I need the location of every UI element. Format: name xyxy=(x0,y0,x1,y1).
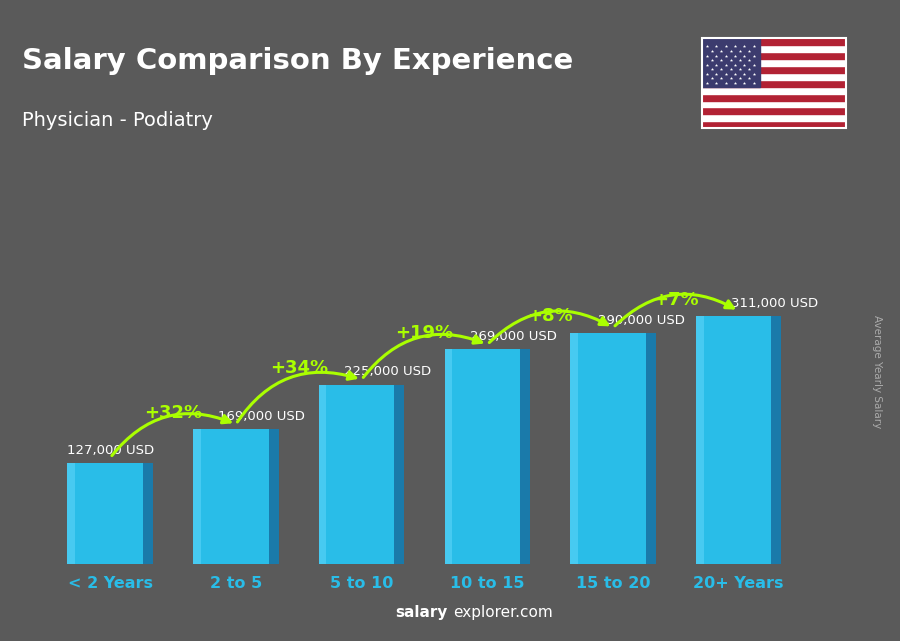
Bar xyxy=(702,114,846,121)
Text: 225,000 USD: 225,000 USD xyxy=(344,365,431,378)
Polygon shape xyxy=(771,316,781,564)
Text: 5 to 10: 5 to 10 xyxy=(330,576,393,592)
Bar xyxy=(702,38,846,46)
Bar xyxy=(445,349,452,564)
Bar xyxy=(571,333,645,564)
Bar xyxy=(702,94,846,101)
Bar xyxy=(702,101,846,108)
Bar xyxy=(702,121,846,128)
Text: 290,000 USD: 290,000 USD xyxy=(598,313,685,326)
Text: +19%: +19% xyxy=(395,324,454,342)
Bar xyxy=(702,80,846,87)
FancyArrowPatch shape xyxy=(490,311,608,342)
Text: +32%: +32% xyxy=(144,404,202,422)
Bar xyxy=(571,333,578,564)
Bar xyxy=(702,108,846,114)
Bar xyxy=(702,87,846,94)
Bar xyxy=(702,66,846,73)
Bar xyxy=(194,429,201,564)
FancyArrowPatch shape xyxy=(112,413,230,456)
Bar xyxy=(319,385,327,564)
Bar xyxy=(68,463,143,564)
Polygon shape xyxy=(268,429,279,564)
Text: 10 to 15: 10 to 15 xyxy=(450,576,525,592)
Bar xyxy=(702,38,760,87)
Text: +34%: +34% xyxy=(270,359,328,377)
Polygon shape xyxy=(394,385,404,564)
Text: +7%: +7% xyxy=(653,290,698,308)
FancyArrowPatch shape xyxy=(364,335,482,378)
Polygon shape xyxy=(645,333,656,564)
Bar xyxy=(445,349,520,564)
Text: Salary Comparison By Experience: Salary Comparison By Experience xyxy=(22,47,573,76)
Text: 2 to 5: 2 to 5 xyxy=(210,576,262,592)
Bar xyxy=(68,463,75,564)
Text: Physician - Podiatry: Physician - Podiatry xyxy=(22,111,212,130)
Text: 15 to 20: 15 to 20 xyxy=(576,576,651,592)
Text: 127,000 USD: 127,000 USD xyxy=(68,444,155,456)
FancyArrowPatch shape xyxy=(238,372,356,422)
Polygon shape xyxy=(143,463,153,564)
Bar xyxy=(702,53,846,59)
Text: 169,000 USD: 169,000 USD xyxy=(219,410,305,423)
FancyArrowPatch shape xyxy=(615,294,734,326)
Text: < 2 Years: < 2 Years xyxy=(68,576,153,592)
Bar xyxy=(319,385,394,564)
Text: 269,000 USD: 269,000 USD xyxy=(470,330,556,344)
Text: salary: salary xyxy=(395,604,447,620)
Bar xyxy=(696,316,704,564)
Text: +8%: +8% xyxy=(527,307,573,325)
Bar xyxy=(194,429,268,564)
Text: explorer.com: explorer.com xyxy=(453,604,553,620)
Bar xyxy=(696,316,771,564)
Bar xyxy=(702,59,846,66)
Polygon shape xyxy=(520,349,530,564)
Text: 311,000 USD: 311,000 USD xyxy=(731,297,818,310)
Bar xyxy=(702,73,846,80)
Text: 20+ Years: 20+ Years xyxy=(694,576,784,592)
Text: Average Yearly Salary: Average Yearly Salary xyxy=(872,315,883,428)
Bar xyxy=(702,46,846,53)
